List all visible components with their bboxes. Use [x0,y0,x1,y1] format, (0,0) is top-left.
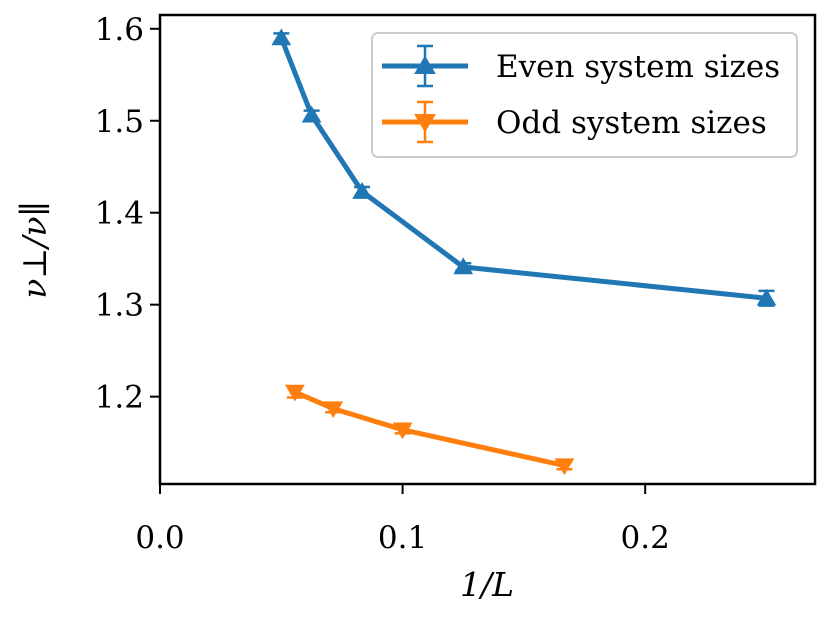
y-tick-label: 1.6 [95,12,144,48]
x-tick-label: 0.2 [621,520,670,556]
y-tick-label: 1.3 [95,288,144,324]
data-point [453,257,474,275]
data-point [301,105,322,123]
y-axis-label: ν⊥/ν∥ [15,201,54,299]
data-point [554,458,575,476]
series-odd [285,384,575,476]
data-point [756,288,777,306]
data-point [352,182,372,199]
legend-entry: Odd system sizes [382,100,767,144]
legend-label: Odd system sizes [496,105,767,141]
y-tick-label: 1.2 [95,380,144,416]
series-layer [271,28,777,476]
x-axis-label: 1/L [460,565,514,604]
data-point [323,401,344,419]
legend-marker [414,114,436,133]
data-point [285,384,305,402]
plot-frame [158,13,817,486]
legend-marker [414,55,436,74]
legend: Even system sizes Odd system sizes [371,32,798,158]
data-point [392,422,413,440]
data-point [271,28,292,46]
series-even [271,28,777,307]
x-tick-label: 0.0 [135,520,184,556]
legend-label: Even system sizes [496,49,780,85]
series-line [292,389,567,469]
x-tick-label: 0.1 [378,520,427,556]
legend-entry: Even system sizes [382,44,780,88]
legend-box [371,32,798,158]
y-tick-label: 1.5 [95,104,144,140]
y-tick-label: 1.4 [95,196,144,232]
ticks: 0.0 0.1 0.2 1.2 1.3 1.4 1.5 1.6 [95,12,670,556]
